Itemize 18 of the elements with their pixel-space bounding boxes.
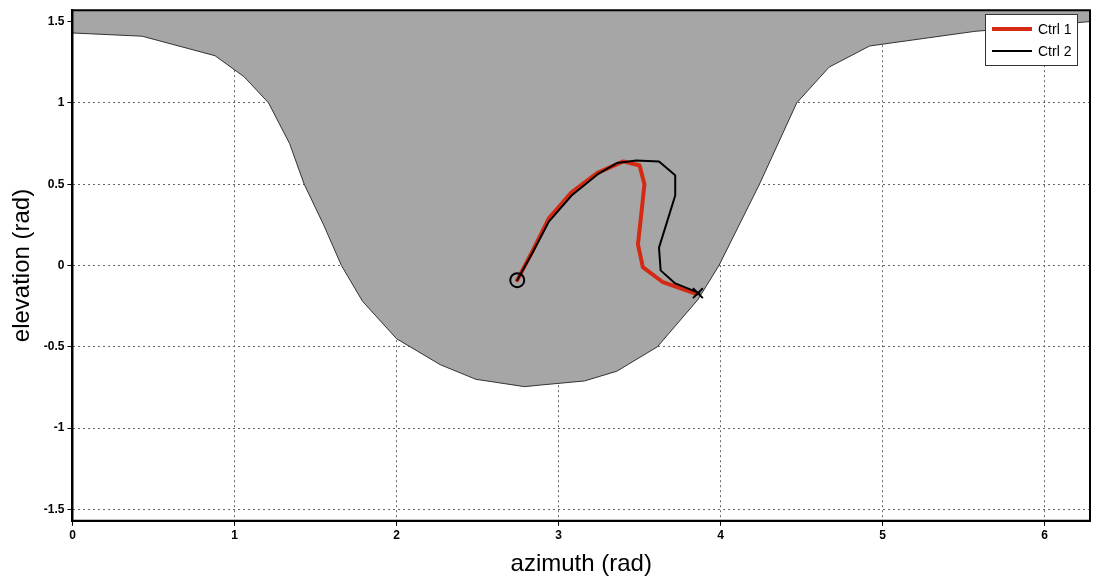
- legend-label: Ctrl 1: [1038, 20, 1072, 40]
- x-tick-label: 0: [69, 528, 77, 543]
- legend-label: Ctrl 2: [1038, 42, 1072, 62]
- x-tick-label: 2: [393, 528, 401, 543]
- y-tick-label: 0: [57, 257, 65, 272]
- y-tick-label: -0.5: [43, 339, 65, 354]
- x-tick-label: 3: [555, 528, 563, 543]
- y-axis-title: elevation (rad): [7, 188, 35, 343]
- x-tick-label: 4: [717, 528, 725, 543]
- x-tick-label: 1: [231, 528, 239, 543]
- x-tick-label: 6: [1041, 528, 1049, 543]
- y-tick-label: 0.5: [47, 176, 65, 191]
- y-tick-label: -1: [53, 420, 65, 435]
- x-axis-title: azimuth (rad): [510, 549, 652, 577]
- y-tick-label: 1: [57, 95, 65, 110]
- x-tick-label: 5: [879, 528, 887, 543]
- y-tick-label: -1.5: [43, 501, 65, 516]
- y-tick-label: 1.5: [47, 13, 65, 28]
